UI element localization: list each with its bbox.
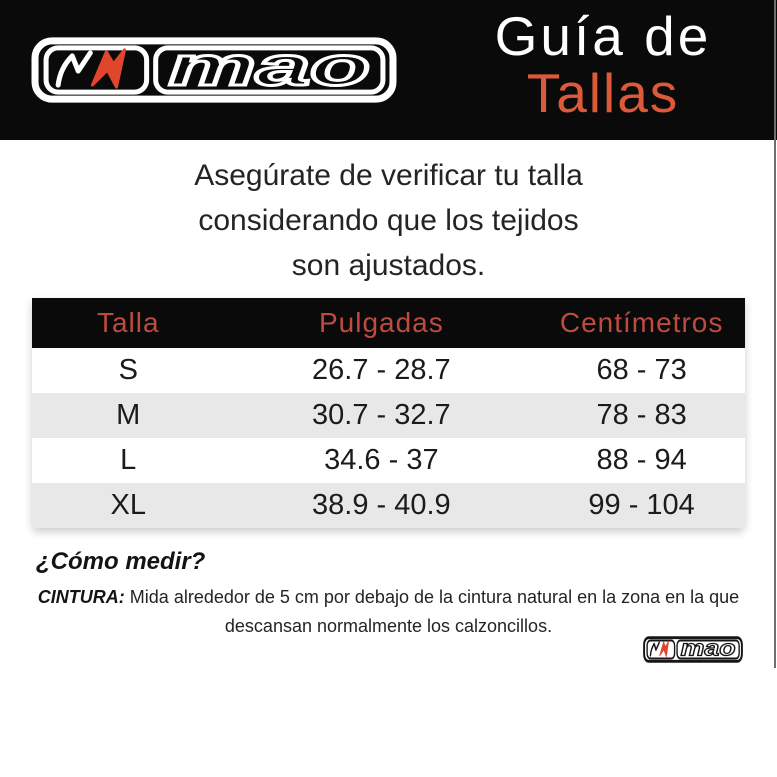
header-banner: mao Guía de Tallas xyxy=(0,0,777,140)
cell-size: M xyxy=(116,399,141,431)
measure-line1: CINTURA: Mida alrededor de 5 cm por debaj… xyxy=(0,583,777,612)
footer-logo-dark-bolt-icon xyxy=(649,641,660,657)
logo-white-bolt-icon xyxy=(55,50,93,88)
cell-size: XL xyxy=(110,489,146,521)
page-title-line2: Tallas xyxy=(526,62,680,124)
cell-cm: 88 - 94 xyxy=(596,444,687,476)
column-header-pulgadas: Pulgadas xyxy=(318,307,444,338)
how-to-measure-text: CINTURA: Mida alrededor de 5 cm por debaj… xyxy=(0,583,777,641)
cell-size: S xyxy=(118,354,138,386)
how-to-measure-title: ¿Cómo medir? xyxy=(36,548,206,575)
footer-logo-brand-text: mao xyxy=(681,636,736,660)
table-row-xl: XL 38.9 - 40.9 99 - 104 xyxy=(32,483,745,528)
measure-line2: descansan normalmente los calzoncillos. xyxy=(224,616,553,636)
logo-brand-text: mao xyxy=(169,36,370,97)
footer-logo-red-bolt-icon xyxy=(659,640,669,658)
logo-right-box xyxy=(153,45,386,95)
page-title: Guía de Tallas xyxy=(433,8,773,122)
mao-logo-footer: mao xyxy=(643,636,743,663)
logo-red-bolt-icon xyxy=(90,48,127,89)
cell-inches: 38.9 - 40.9 xyxy=(312,489,451,521)
page-title-line1: Guía de xyxy=(494,5,712,67)
table-row-m: M 30.7 - 32.7 78 - 83 xyxy=(32,393,745,438)
column-header-talla: Talla xyxy=(96,307,160,338)
cell-inches: 34.6 - 37 xyxy=(324,444,439,476)
cell-inches: 26.7 - 28.7 xyxy=(312,354,451,386)
cell-inches: 30.7 - 32.7 xyxy=(312,399,451,431)
table-row-s: S 26.7 - 28.7 68 - 73 xyxy=(32,348,745,393)
measure-label-cintura: CINTURA: xyxy=(37,587,125,607)
intro-line: considerando que los tejidos xyxy=(198,204,579,237)
cell-cm: 99 - 104 xyxy=(588,489,695,521)
mao-logo: mao xyxy=(31,36,397,103)
intro-line: Asegúrate de verificar tu talla xyxy=(194,159,583,192)
measure-line1-text: Mida alrededor de 5 cm por debajo de la … xyxy=(129,587,740,607)
cell-cm: 68 - 73 xyxy=(596,354,687,386)
table-row-l: L 34.6 - 37 88 - 94 xyxy=(32,438,745,483)
column-header-centimetros: Centímetros xyxy=(559,307,724,338)
cell-cm: 78 - 83 xyxy=(596,399,687,431)
cell-size: L xyxy=(120,444,137,476)
footer-logo-right-box xyxy=(676,639,740,660)
table-header-row: Talla Pulgadas Centímetros xyxy=(32,298,745,348)
intro-text: Asegúrate de verificar tu talla consider… xyxy=(0,153,777,288)
right-edge-line xyxy=(774,0,776,668)
intro-line: son ajustados. xyxy=(291,249,486,282)
size-table: Talla Pulgadas Centímetros S 26.7 - 28.7… xyxy=(32,298,745,528)
